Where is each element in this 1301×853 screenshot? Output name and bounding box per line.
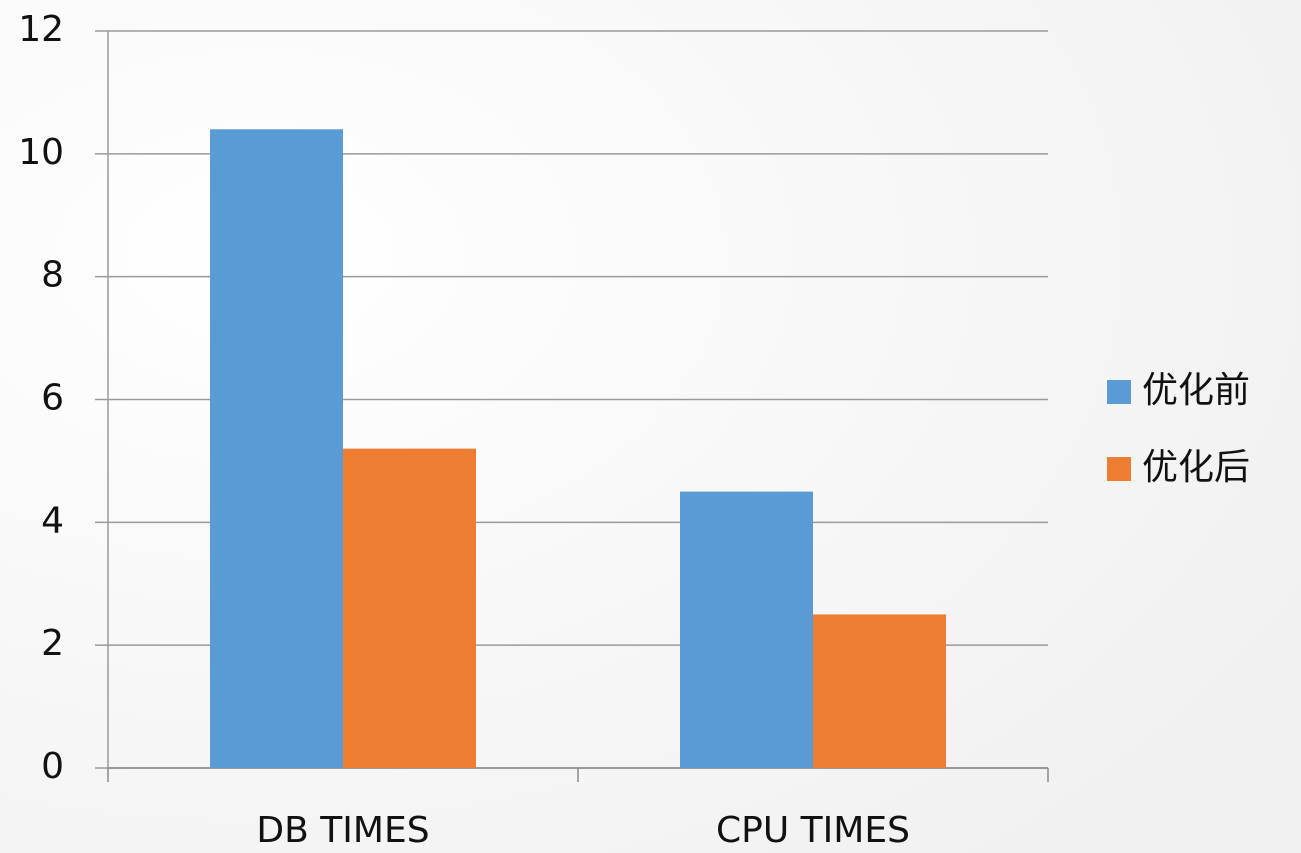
y-tick-label: 2 [41,623,64,664]
y-tick-label: 4 [41,500,64,541]
legend-swatch [1107,380,1131,404]
bar [209,129,343,768]
y-tick-label: 10 [18,132,64,173]
x-tick-label: DB TIMES [256,810,429,851]
x-tick-label: CPU TIMES [716,810,910,851]
y-tick-label: 6 [41,378,64,419]
y-tick-label: 12 [18,9,64,50]
legend-swatch [1107,457,1131,481]
y-tick-label: 0 [41,746,64,787]
bar [679,491,813,768]
bar [813,614,947,768]
y-tick-label: 8 [41,255,64,296]
legend-label: 优化前 [1142,370,1250,411]
bar [343,448,477,768]
legend-label: 优化后 [1142,447,1250,488]
